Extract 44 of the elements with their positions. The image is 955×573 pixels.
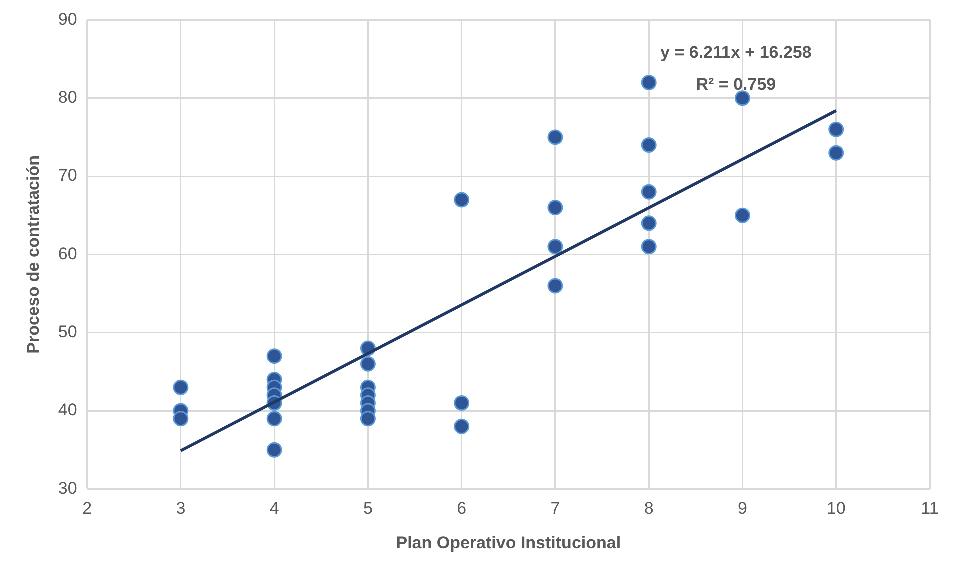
- point: [641, 184, 657, 200]
- x-tick-label: 2: [82, 499, 92, 518]
- point: [641, 74, 657, 90]
- y-tick-label: 70: [58, 166, 78, 186]
- y-tick-label: 90: [58, 10, 78, 29]
- annotation: y = 6.211x + 16.258: [660, 42, 812, 62]
- y-tick-label: 60: [58, 244, 78, 264]
- point: [454, 418, 470, 434]
- x-tick-label: 6: [457, 499, 467, 518]
- point: [641, 239, 657, 255]
- y-tick-label: 30: [58, 478, 78, 498]
- point: [266, 348, 282, 364]
- point: [548, 278, 564, 294]
- x-tick-label: 9: [738, 499, 748, 518]
- x-tick-label: 5: [363, 499, 373, 518]
- point: [734, 90, 750, 106]
- point: [828, 145, 844, 161]
- y-tick-label: 80: [58, 88, 78, 108]
- x-tick-label: 10: [826, 499, 846, 518]
- point: [548, 200, 564, 216]
- x-tick-label: 3: [176, 499, 186, 518]
- x-tick-label: 7: [550, 499, 560, 518]
- point: [548, 239, 564, 255]
- point: [360, 411, 376, 427]
- y-axis-title: Proceso de contratación: [24, 156, 43, 354]
- point: [173, 380, 189, 396]
- point: [734, 208, 750, 224]
- point: [454, 395, 470, 411]
- x-axis-title: Plan Operativo Institucional: [396, 533, 622, 552]
- point: [266, 442, 282, 458]
- point: [360, 356, 376, 372]
- point: [454, 192, 470, 208]
- point: [266, 411, 282, 427]
- x-tick-label: 4: [270, 499, 280, 518]
- y-tick-label: 40: [58, 400, 78, 420]
- y-tick-label: 50: [58, 322, 78, 342]
- annotation: R² = 0.759: [696, 74, 776, 94]
- point: [828, 122, 844, 138]
- point: [173, 411, 189, 427]
- point: [641, 216, 657, 232]
- x-tick-label: 11: [921, 499, 939, 518]
- x-tick-label: 8: [644, 499, 654, 518]
- point: [548, 130, 564, 146]
- point: [641, 138, 657, 154]
